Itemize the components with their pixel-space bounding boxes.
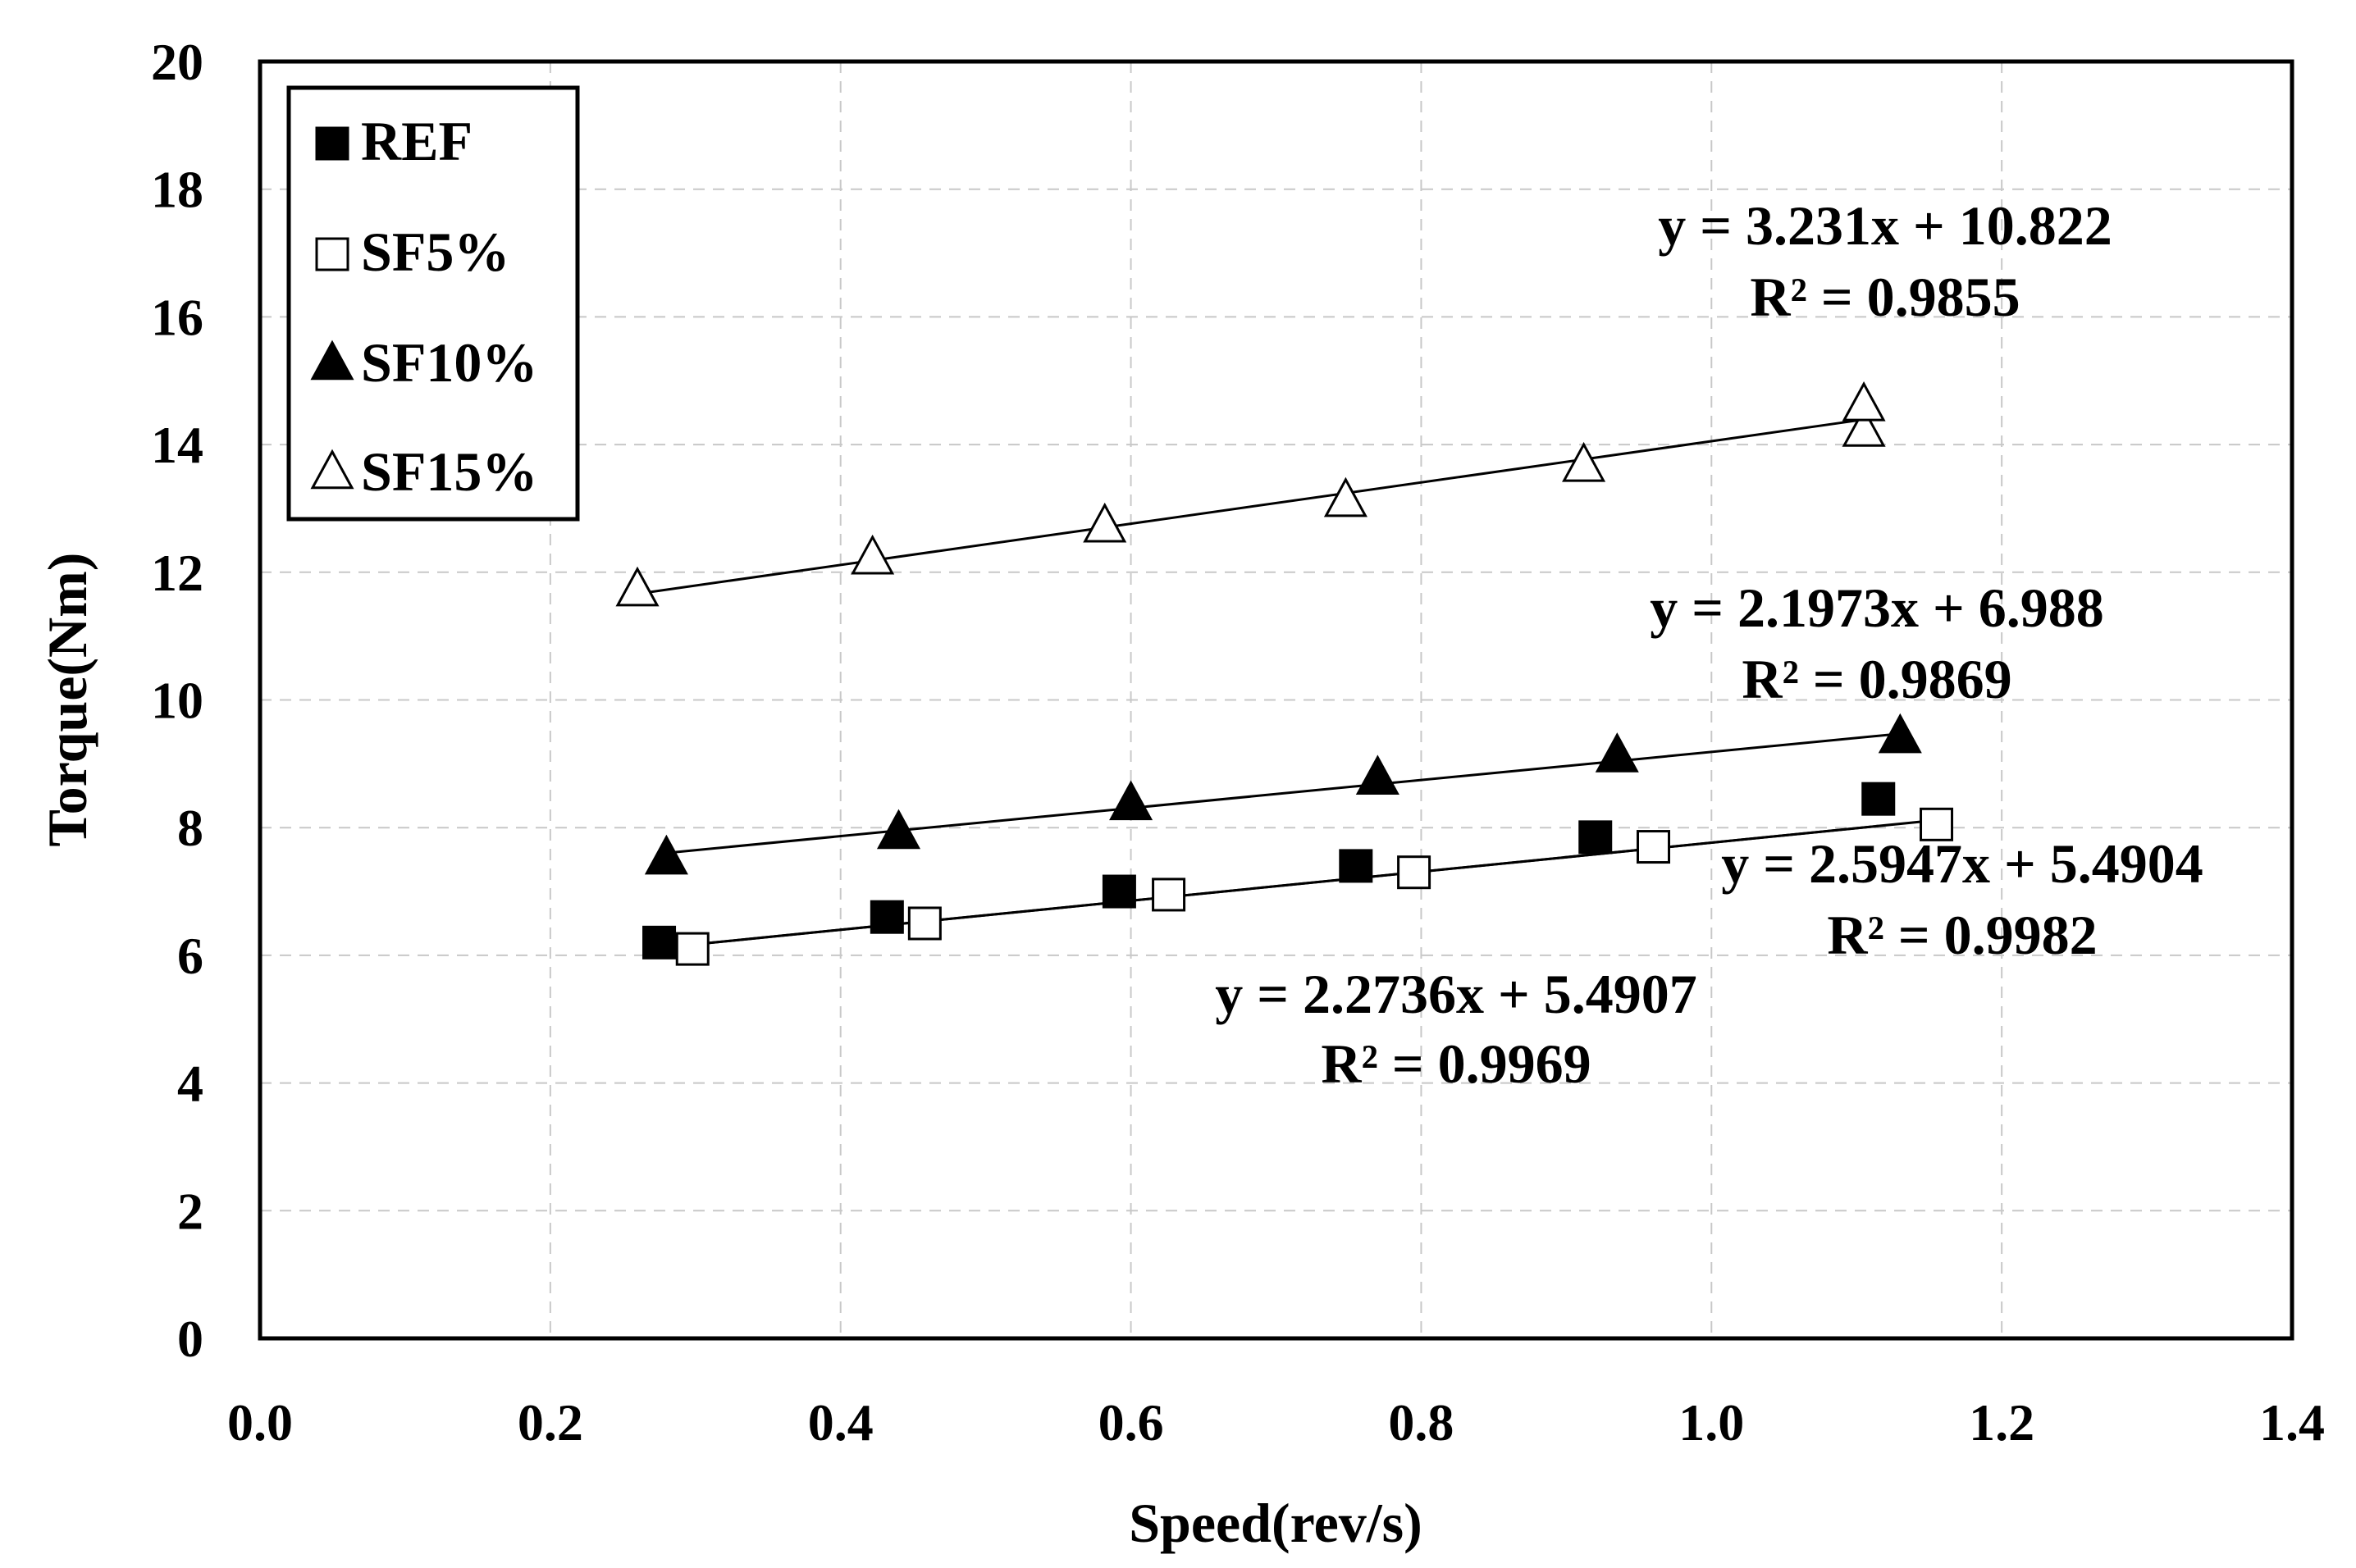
data-point-sf5 [1152, 877, 1186, 912]
legend-marker-sf5 [315, 237, 349, 271]
trendline-sf15 [637, 418, 1865, 595]
annotation-ref-r2: R² = 0.9982 [1827, 904, 2097, 966]
data-point-sf15 [1842, 407, 1886, 447]
y-tick-label: 10 [151, 672, 203, 730]
data-point-sf5 [1397, 855, 1431, 890]
equation-annotations: y = 3.231x + 10.822 R² = 0.9855 y = 2.19… [1215, 194, 2203, 1095]
data-point-sf15 [1083, 502, 1127, 543]
y-axis-ticks: 0 2 4 6 8 10 12 14 16 18 20 [151, 33, 203, 1368]
y-tick-label: 18 [151, 161, 203, 219]
data-point-sf5 [1920, 807, 1954, 841]
x-tick-label: 0.8 [1388, 1393, 1454, 1452]
y-tick-label: 14 [151, 416, 203, 474]
y-tick-label: 12 [151, 544, 203, 602]
data-point-sf10 [1109, 780, 1153, 821]
legend-label-sf5: SF5% [361, 221, 509, 283]
data-point-sf10 [876, 809, 921, 850]
data-point-ref [642, 925, 677, 959]
y-tick-label: 0 [177, 1310, 203, 1368]
legend-label-ref: REF [361, 110, 473, 172]
y-axis-label: Torque(Nm) [36, 553, 98, 847]
annotation-sf15-r2: R² = 0.9855 [1750, 266, 2020, 328]
legend-label-sf15: SF15% [361, 440, 537, 503]
y-tick-label: 4 [177, 1055, 203, 1113]
data-point-sf15 [851, 534, 895, 575]
data-point-ref [1339, 849, 1373, 883]
data-point-ref [1861, 782, 1896, 816]
data-point-sf10 [1595, 732, 1639, 773]
legend-marker-sf15 [310, 449, 354, 490]
data-point-ref [1102, 874, 1136, 909]
data-point-sf5 [1637, 830, 1671, 864]
legend: REF SF5% SF10% SF15% [286, 85, 580, 522]
data-point-sf10 [644, 834, 688, 875]
legend-marker-ref [315, 126, 349, 161]
data-point-sf15 [1842, 381, 1886, 422]
data-point-sf10 [1355, 754, 1399, 795]
x-tick-label: 1.4 [2259, 1393, 2325, 1452]
x-tick-label: 1.2 [1969, 1393, 2034, 1452]
data-point-ref [870, 900, 904, 934]
grid-lines [260, 62, 2292, 1338]
annotation-ref-equation: y = 2.5947x + 5.4904 [1721, 832, 2203, 895]
x-axis-label: Speed(rev/s) [1129, 1492, 1422, 1554]
annotation-sf15-equation: y = 3.231x + 10.822 [1658, 194, 2112, 257]
x-tick-label: 0.4 [808, 1393, 874, 1452]
x-axis-ticks: 0.0 0.2 0.4 0.6 0.8 1.0 1.2 1.4 [227, 1393, 2325, 1452]
annotation-sf10-equation: y = 2.1973x + 6.988 [1650, 577, 2104, 639]
data-point-sf15 [1323, 476, 1367, 517]
annotation-sf5-equation: y = 2.2736x + 5.4907 [1215, 963, 1697, 1025]
plot-area-frame [258, 59, 2294, 1341]
y-tick-label: 6 [177, 927, 203, 985]
data-point-sf15 [1562, 441, 1606, 482]
x-tick-label: 0.2 [518, 1393, 583, 1452]
legend-label-sf10: SF10% [361, 331, 537, 394]
data-point-sf10 [1878, 713, 1922, 754]
y-tick-label: 20 [151, 33, 203, 91]
data-points [615, 381, 1954, 966]
x-tick-label: 0.0 [227, 1393, 293, 1452]
y-tick-label: 2 [177, 1182, 203, 1240]
data-point-sf5 [907, 906, 942, 941]
y-tick-label: 16 [151, 288, 203, 346]
x-tick-label: 0.6 [1098, 1393, 1164, 1452]
annotation-sf10-r2: R² = 0.9869 [1742, 648, 2011, 710]
data-point-sf5 [675, 932, 710, 966]
x-tick-label: 1.0 [1678, 1393, 1744, 1452]
annotation-sf5-r2: R² = 0.9969 [1321, 1032, 1591, 1095]
data-point-sf15 [615, 566, 660, 607]
legend-marker-sf10 [310, 340, 354, 381]
data-point-ref [1578, 820, 1613, 855]
y-tick-label: 8 [177, 799, 203, 857]
trendline-sf10 [666, 732, 1901, 855]
legend-markers [310, 126, 354, 490]
